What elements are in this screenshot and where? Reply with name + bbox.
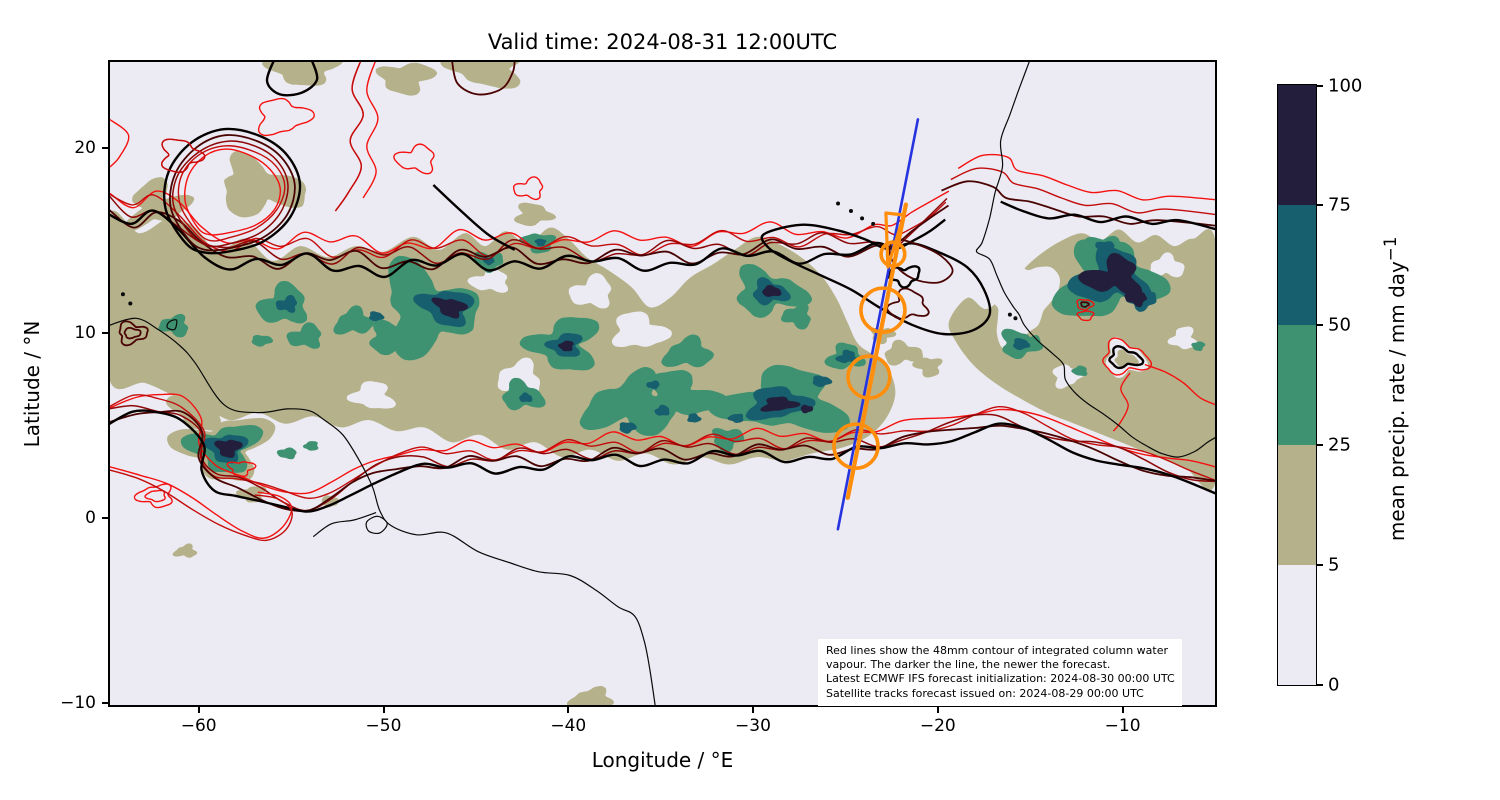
colorbar-tick-mark xyxy=(1317,204,1323,207)
colorbar-segment xyxy=(1278,565,1316,685)
x-tick-mark xyxy=(382,707,385,713)
y-tick-mark xyxy=(102,147,108,149)
colorbar-tick-mark xyxy=(1317,563,1323,566)
y-axis-label: Latitude / °N xyxy=(20,320,44,448)
x-tick-label: −50 xyxy=(365,716,402,736)
x-tick-mark xyxy=(197,707,200,713)
x-tick-label: −40 xyxy=(550,716,587,736)
x-tick-label: −20 xyxy=(919,716,956,736)
x-tick-label: −10 xyxy=(1104,716,1141,736)
x-tick-label: −60 xyxy=(180,716,217,736)
colorbar-tick-label: 100 xyxy=(1328,75,1363,96)
annotation-line-1: Red lines show the 48mm contour of integ… xyxy=(826,644,1168,657)
x-axis-label: Longitude / °E xyxy=(591,748,734,772)
x-tick-mark xyxy=(567,707,570,713)
colorbar xyxy=(1277,84,1317,686)
colorbar-tick-mark xyxy=(1317,443,1323,446)
annotation-line-3: Latest ECMWF IFS forecast initialization… xyxy=(826,672,1175,686)
x-tick-mark xyxy=(936,707,939,713)
colorbar-segment xyxy=(1278,325,1316,445)
annotation-box: Red lines show the 48mm contour of integ… xyxy=(818,639,1182,706)
colorbar-tick-label: 5 xyxy=(1328,554,1340,576)
x-tick-label: −30 xyxy=(735,716,771,736)
colorbar-segment xyxy=(1278,205,1316,325)
colorbar-tick-mark xyxy=(1317,84,1323,87)
colorbar-tick-label: 50 xyxy=(1328,314,1351,336)
colorbar-label: mean precip. rate / mm day−1 xyxy=(1381,236,1409,542)
colorbar-segment xyxy=(1278,445,1316,565)
colorbar-tick-mark xyxy=(1317,324,1323,327)
y-tick-mark xyxy=(102,332,108,335)
y-tick-label: 20 xyxy=(74,138,96,158)
y-tick-label: −10 xyxy=(60,693,96,714)
map-svg xyxy=(110,62,1215,705)
colorbar-tick-mark xyxy=(1317,683,1323,686)
map-plot-area: Red lines show the 48mm contour of integ… xyxy=(108,60,1217,707)
y-tick-label: 10 xyxy=(74,323,96,344)
y-tick-label: 0 xyxy=(85,508,96,529)
annotation-line-4: Satellite tracks forecast issued on: 202… xyxy=(826,686,1144,700)
annotation-line-2: vapour. The darker the line, the newer t… xyxy=(826,658,1111,672)
colorbar-label-exponent: −1 xyxy=(1381,236,1401,262)
x-tick-mark xyxy=(752,707,754,713)
plot-title: Valid time: 2024-08-31 12:00UTC xyxy=(487,30,838,54)
y-tick-mark xyxy=(102,702,108,705)
colorbar-tick-label: 75 xyxy=(1328,194,1351,216)
y-tick-mark xyxy=(102,517,108,520)
x-tick-mark xyxy=(1121,707,1124,713)
colorbar-segment xyxy=(1278,85,1316,205)
colorbar-tick-label: 0 xyxy=(1328,674,1340,695)
colorbar-tick-label: 25 xyxy=(1328,434,1351,456)
